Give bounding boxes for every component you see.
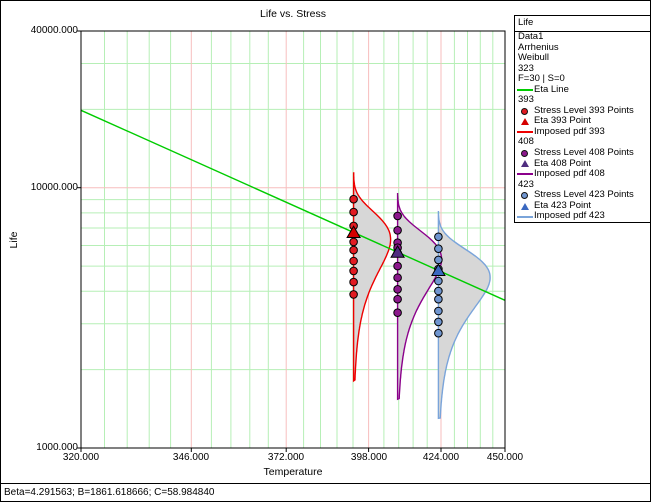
legend-item-label: Weibull <box>518 52 549 64</box>
legend-item: Stress Level 393 Points <box>515 104 650 117</box>
stress-level-393-point <box>349 256 358 266</box>
imposed-pdf-fill-423 <box>438 211 491 419</box>
stress-level-408-point <box>393 261 402 271</box>
stress-level-423-point <box>434 244 443 253</box>
legend-item-label: Imposed pdf 393 <box>534 125 605 137</box>
legend-item: Weibull <box>515 53 650 64</box>
stress-level-423-point <box>434 276 443 286</box>
x-tick-label: 320.000 <box>62 452 100 463</box>
legend-item-label: Eta 393 Point <box>534 115 592 127</box>
x-tick-label: 398.000 <box>350 452 388 463</box>
legend-item-label: Data1 <box>518 31 544 43</box>
legend-line-icon <box>517 215 533 218</box>
legend-item: Arrhenius <box>515 41 650 54</box>
legend-item: Imposed pdf 423 <box>515 211 650 222</box>
stress-level-423-point <box>434 294 443 304</box>
legend-point-icon <box>517 191 533 199</box>
legend-line-icon <box>517 89 533 91</box>
eta-408-point <box>390 245 405 258</box>
stress-level-393-point <box>349 245 358 255</box>
stress-level-423-point <box>434 328 443 338</box>
y-tick-label: 1000.000 <box>36 442 78 453</box>
y-tick-label: 40000.000 <box>30 25 78 36</box>
legend-item-label: Eta Line <box>534 83 569 95</box>
stress-level-393-point <box>349 207 358 217</box>
legend-triangle-icon <box>517 160 533 168</box>
stress-level-423-point <box>434 317 443 327</box>
legend-item-label: Stress Level 408 Points <box>534 147 634 159</box>
stress-level-408-point <box>393 273 402 283</box>
imposed-pdf-fill-393 <box>353 172 391 381</box>
stress-level-423-point <box>434 286 443 296</box>
legend-item-label: 323 <box>518 62 534 74</box>
legend-item: Eta 393 Point <box>515 116 650 127</box>
legend-triangle-icon <box>517 202 533 210</box>
legend-item: Eta 423 Point <box>515 199 650 212</box>
legend-line-icon <box>517 173 533 176</box>
x-tick-label: 450.000 <box>486 452 524 463</box>
legend-item-label: F=30 | S=0 <box>518 73 565 85</box>
legend-item: Data1 <box>515 32 650 43</box>
stress-level-393-point <box>349 237 358 247</box>
legend-item: Stress Level 408 Points <box>515 148 650 159</box>
legend-title: Life <box>515 16 650 32</box>
legend-item: Eta 408 Point <box>515 157 650 170</box>
y-tick-label: 10000.000 <box>30 182 78 193</box>
legend-item: 423 <box>515 178 650 191</box>
plot-title: Life vs. Stress <box>260 8 326 20</box>
legend-triangle-icon <box>517 118 533 126</box>
legend-item: Stress Level 423 Points <box>515 190 650 201</box>
stress-level-408-point <box>393 226 402 235</box>
legend-item: Eta Line <box>515 83 650 96</box>
legend-item: Imposed pdf 393 <box>515 125 650 138</box>
imposed-pdf-fill-408 <box>397 193 442 400</box>
stress-level-408-point <box>393 294 402 304</box>
legend-point-icon <box>517 107 533 115</box>
stress-level-408-point <box>393 308 402 318</box>
legend-line-icon <box>517 131 533 134</box>
legend-item: F=30 | S=0 <box>515 74 650 85</box>
legend-item-label: Arrhenius <box>518 41 559 53</box>
legend-item-label: 393 <box>518 94 534 106</box>
x-axis-title: Temperature <box>263 466 323 478</box>
imposed-pdf-curve-423 <box>437 210 491 420</box>
legend-point-icon <box>517 149 533 157</box>
y-axis-title: Life <box>8 231 20 249</box>
legend-item: 393 <box>515 95 650 106</box>
legend-item-label: 423 <box>518 178 534 190</box>
legend-item-label: 408 <box>518 136 534 148</box>
x-tick-label: 372.000 <box>267 452 305 463</box>
stress-level-393-point <box>349 290 358 299</box>
legend-item: Imposed pdf 408 <box>515 169 650 180</box>
imposed-pdf-curve-393 <box>352 172 392 383</box>
stress-level-408-point <box>393 211 402 221</box>
legend-item-label: Imposed pdf 423 <box>534 210 605 222</box>
stress-level-423-point <box>434 306 443 316</box>
legend[interactable]: Life Data1 Arrhenius Weibull 323 F=30 | S=0 E… <box>514 15 650 223</box>
x-tick-label: 346.000 <box>172 452 210 463</box>
legend-item-label: Eta 408 Point <box>534 157 592 169</box>
legend-item-label: Imposed pdf 408 <box>534 168 605 180</box>
legend-item-label: Eta 423 Point <box>534 199 592 211</box>
legend-items: Data1 Arrhenius Weibull 323 F=30 | S=0 Eta Li… <box>515 32 650 222</box>
legend-item: 408 <box>515 137 650 148</box>
x-tick-label: 424.000 <box>422 452 460 463</box>
eta-393-point <box>346 225 361 238</box>
stress-level-393-point <box>349 266 358 276</box>
legend-item: 323 <box>515 62 650 75</box>
eta-423-point <box>431 263 446 276</box>
legend-item-label: Stress Level 393 Points <box>534 104 634 116</box>
imposed-pdf-curve-408 <box>396 193 443 401</box>
stress-level-408-point <box>393 285 402 294</box>
plot-border <box>80 30 506 449</box>
status-bar: Beta=4.291563; B=1861.618666; C=58.98484… <box>1 483 650 501</box>
stress-level-393-point <box>349 277 358 287</box>
stress-level-423-point <box>434 255 443 265</box>
stress-level-393-point <box>349 194 358 204</box>
legend-item-label: Stress Level 423 Points <box>534 189 634 201</box>
stress-level-423-point <box>434 232 443 242</box>
